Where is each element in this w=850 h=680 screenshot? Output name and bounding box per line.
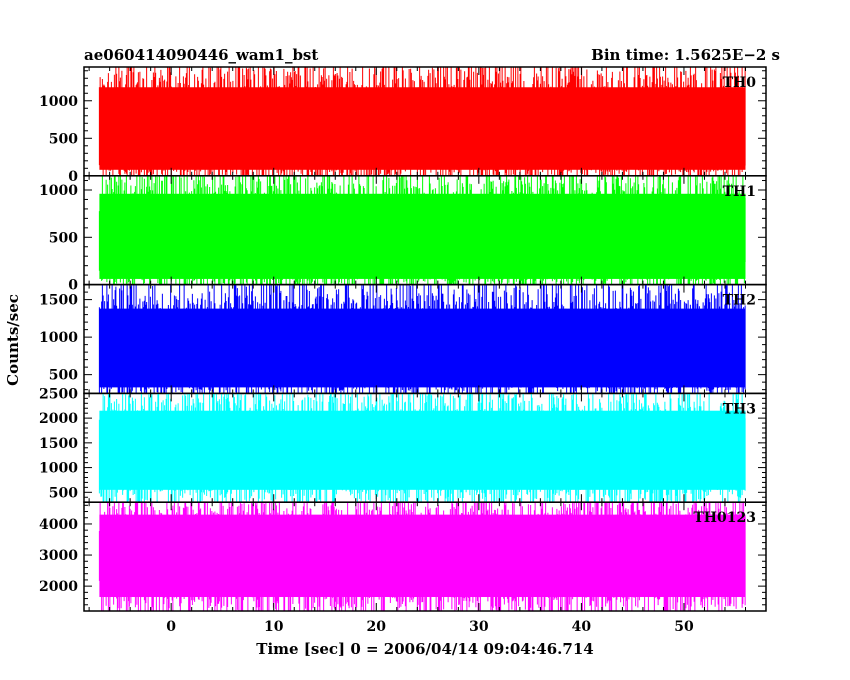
x-tick-label: 20: [367, 619, 387, 635]
panel-th0123: 2000 3000 4000 TH0123: [39, 501, 767, 612]
panel-th1: 0 500 1000 TH1: [39, 175, 767, 294]
y-tick-label: 2000: [39, 579, 78, 595]
panel-label-th3: TH3: [723, 401, 756, 417]
x-axis-title: Time [sec] 0 = 2006/04/14 09:04:46.714: [256, 640, 593, 658]
panel-th2: 500 1000 1500 TH2: [39, 283, 767, 395]
x-tick-label: 10: [264, 619, 284, 635]
y-tick-label: 500: [49, 230, 78, 246]
x-tick-label: 0: [166, 619, 176, 635]
y-tick-label: 3000: [39, 548, 78, 564]
y-tick-label: 500: [49, 131, 78, 147]
series-line-th3: [98, 393, 746, 503]
bin-time-label: Bin time: 1.5625E−2 s: [591, 46, 780, 64]
y-tick-label: 2500: [39, 386, 78, 402]
x-tick-label: 30: [469, 619, 489, 635]
series-line-th0: [98, 67, 746, 176]
y-tick-label: 4000: [39, 517, 78, 533]
y-axis-title: Counts/sec: [4, 294, 22, 386]
panel-label-th0123: TH0123: [693, 510, 756, 526]
y-tick-label: 1000: [39, 330, 78, 346]
y-tick-label: 2000: [39, 411, 78, 427]
panel-th3: 500 1000 1500 2000 2500 TH3: [39, 386, 767, 503]
x-tick-label: 40: [572, 619, 592, 635]
y-tick-label: 500: [49, 485, 78, 501]
y-tick-label: 1000: [39, 461, 78, 477]
panel-label-th0: TH0: [723, 75, 757, 91]
y-tick-label: 0: [68, 278, 78, 294]
y-tick-label: 1000: [39, 183, 78, 199]
series-line-th2: [98, 284, 746, 394]
panel-frame: [83, 501, 767, 612]
y-tick-label: 500: [49, 368, 78, 384]
chart-title: ae060414090446_wam1_bst: [84, 46, 318, 64]
panel-label-th2: TH2: [723, 293, 756, 309]
y-tick-label: 1500: [39, 293, 78, 309]
y-tick-label: 0: [68, 169, 78, 185]
y-tick-label: 1500: [39, 436, 78, 452]
panel-th0: 0 500 1000 TH0: [39, 66, 767, 185]
series-line-th1: [98, 175, 746, 285]
y-tick-label: 1000: [39, 94, 78, 110]
panel-label-th1: TH1: [723, 184, 756, 200]
series-line-th0123: [98, 502, 746, 611]
x-tick-label: 50: [674, 619, 694, 635]
